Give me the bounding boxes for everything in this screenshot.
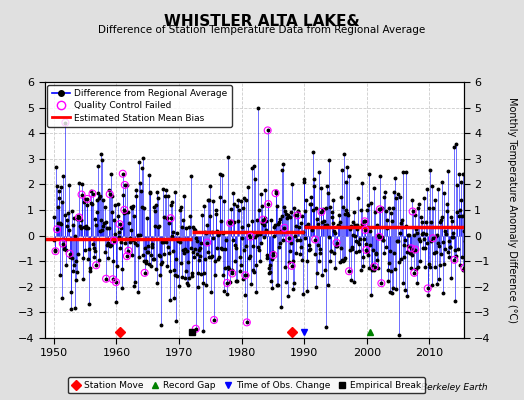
Point — [59, 240, 67, 247]
Point — [167, 215, 175, 222]
Point — [259, 216, 267, 223]
Point — [89, 190, 97, 197]
Point — [317, 208, 325, 215]
Point — [120, 207, 128, 213]
Point — [203, 239, 211, 246]
Point — [460, 264, 468, 271]
Point — [123, 253, 131, 259]
Point — [192, 326, 200, 332]
Point — [75, 214, 83, 220]
Point — [210, 317, 218, 323]
Point — [361, 218, 369, 224]
Point — [115, 221, 124, 227]
Point — [140, 270, 149, 276]
Point — [269, 252, 278, 258]
Point — [376, 206, 384, 212]
Point — [246, 234, 255, 240]
Point — [271, 190, 280, 196]
Point — [124, 248, 133, 254]
Point — [423, 285, 432, 292]
Point — [110, 237, 118, 244]
Point — [285, 235, 293, 242]
Point — [362, 247, 370, 253]
Point — [429, 235, 437, 242]
Point — [408, 208, 417, 215]
Point — [293, 212, 302, 218]
Text: Berkeley Earth: Berkeley Earth — [421, 383, 487, 392]
Point — [345, 268, 353, 274]
Point — [264, 127, 272, 134]
Point — [243, 319, 251, 326]
Point — [377, 280, 386, 286]
Point — [311, 236, 319, 243]
Legend: Station Move, Record Gap, Time of Obs. Change, Empirical Break: Station Move, Record Gap, Time of Obs. C… — [68, 377, 425, 394]
Point — [410, 270, 418, 276]
Point — [112, 279, 120, 285]
Point — [370, 263, 379, 270]
Point — [450, 257, 458, 263]
Point — [61, 119, 70, 126]
Text: WHISTLER ALTA LAKE&: WHISTLER ALTA LAKE& — [164, 14, 360, 29]
Point — [105, 191, 114, 197]
Legend: Difference from Regional Average, Quality Control Failed, Estimated Station Mean: Difference from Regional Average, Qualit… — [47, 85, 232, 127]
Point — [228, 270, 236, 277]
Point — [66, 250, 74, 257]
Text: Difference of Station Temperature Data from Regional Average: Difference of Station Temperature Data f… — [99, 25, 425, 35]
Point — [108, 276, 117, 282]
Point — [241, 272, 249, 278]
Point — [226, 220, 234, 226]
Point — [264, 201, 272, 207]
Point — [223, 280, 231, 286]
Y-axis label: Monthly Temperature Anomaly Difference (°C): Monthly Temperature Anomaly Difference (… — [507, 97, 517, 323]
Point — [92, 262, 101, 268]
Point — [280, 225, 289, 231]
Point — [288, 263, 296, 269]
Point — [78, 191, 86, 198]
Point — [411, 246, 419, 253]
Point — [407, 245, 416, 252]
Point — [375, 234, 384, 240]
Point — [361, 227, 369, 233]
Point — [102, 276, 110, 282]
Point — [51, 248, 60, 254]
Point — [118, 170, 127, 177]
Point — [53, 226, 61, 232]
Point — [83, 196, 92, 202]
Point — [332, 240, 341, 246]
Point — [121, 182, 129, 188]
